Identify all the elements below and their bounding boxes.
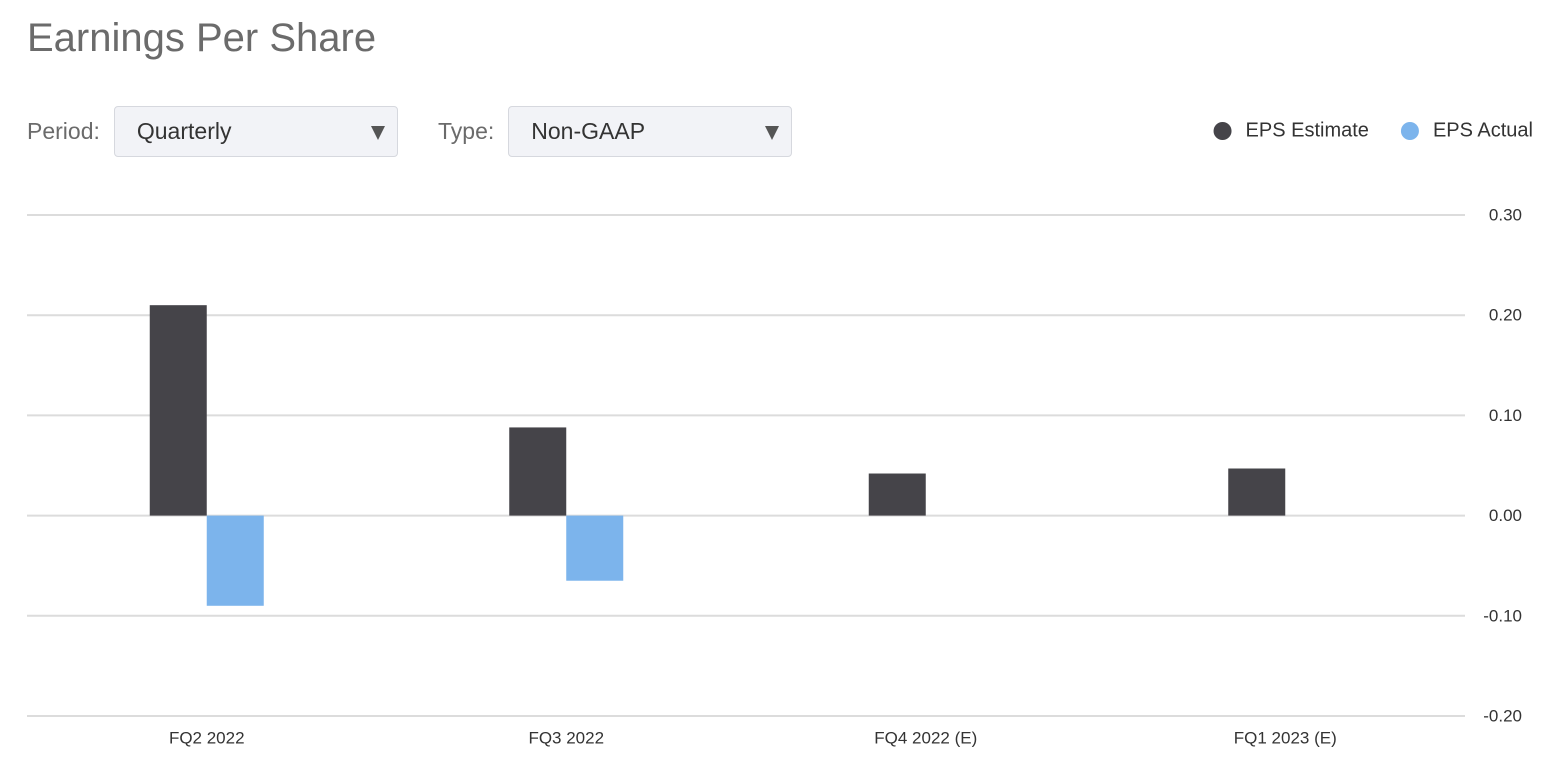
- x-tick-label: FQ4 2022 (E): [874, 728, 977, 747]
- bar: [868, 473, 926, 516]
- legend: EPS Actual EPS Estimate: [1213, 119, 1533, 141]
- x-tick-label: FQ1 2023 (E): [1234, 728, 1337, 747]
- bar: [509, 427, 567, 516]
- bar: [149, 305, 207, 516]
- period-dropdown[interactable]: Quarterly: [113, 106, 398, 157]
- y-tick-label: 0.30: [1489, 205, 1522, 224]
- y-tick-label: -0.10: [1483, 606, 1522, 625]
- type-control: Type: Non-GAAP: [438, 105, 793, 158]
- y-tick-label: 0.00: [1489, 506, 1522, 525]
- x-tick-label: FQ2 2022: [169, 728, 245, 747]
- bar: [1228, 468, 1286, 516]
- legend-label: EPS Actual: [1433, 119, 1533, 141]
- y-tick-label: 0.20: [1489, 306, 1522, 325]
- y-tick-label: -0.20: [1483, 706, 1522, 725]
- type-dropdown[interactable]: Non-GAAP: [508, 106, 793, 157]
- bar: [206, 515, 264, 606]
- period-control: Period: Quarterly: [27, 105, 398, 158]
- control-label: Type:: [438, 118, 495, 144]
- legend-marker: [1213, 122, 1232, 140]
- page-title: Earnings Per Share: [27, 16, 377, 60]
- control-label: Period:: [27, 118, 100, 144]
- legend-label: EPS Estimate: [1246, 119, 1369, 141]
- legend-marker: [1400, 122, 1419, 140]
- y-tick-label: 0.10: [1489, 406, 1522, 425]
- x-tick-label: FQ3 2022: [528, 728, 604, 747]
- bar: [566, 515, 624, 581]
